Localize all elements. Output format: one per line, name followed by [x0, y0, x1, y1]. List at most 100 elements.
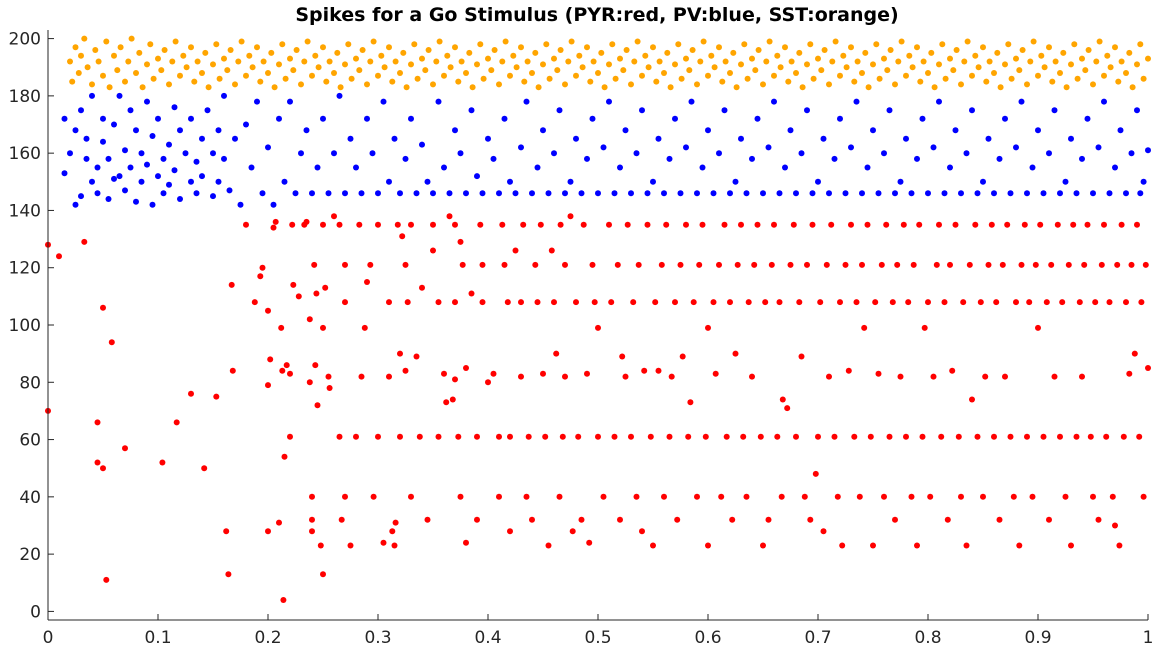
spike-point-pyr — [389, 528, 396, 535]
spike-point-pyr — [606, 221, 612, 228]
spike-point-sst — [293, 47, 300, 53]
spike-point-sst — [777, 64, 784, 71]
spike-point-sst — [532, 49, 539, 56]
spike-point-pyr — [430, 247, 436, 254]
spike-point-pv — [1002, 115, 1008, 122]
spike-point-pyr — [435, 299, 442, 306]
spike-point-pv — [474, 173, 480, 180]
spike-point-pv — [248, 164, 255, 171]
spike-point-sst — [469, 84, 476, 91]
spike-point-pyr — [727, 299, 733, 306]
spike-point-pyr — [507, 528, 513, 535]
spike-point-sst — [125, 58, 132, 65]
spike-point-sst — [1038, 52, 1045, 59]
spike-point-sst — [568, 38, 575, 45]
spike-point-pv — [633, 150, 640, 157]
spike-point-pv — [677, 190, 684, 197]
spike-point-pyr — [463, 365, 469, 371]
spike-point-sst — [411, 41, 418, 48]
spike-point-sst — [378, 52, 385, 59]
spike-point-sst — [928, 49, 935, 56]
spike-point-sst — [818, 67, 825, 74]
spike-point-sst — [1052, 58, 1059, 65]
spike-point-pyr — [820, 528, 827, 535]
spike-point-sst — [235, 58, 242, 65]
spike-point-sst — [510, 52, 517, 59]
spike-point-pyr — [1029, 493, 1036, 500]
spike-point-pyr — [94, 419, 101, 426]
spike-point-sst — [964, 38, 971, 45]
spike-point-pyr — [1134, 221, 1140, 228]
spike-point-pv — [199, 173, 205, 180]
spike-point-pyr — [281, 453, 288, 460]
spike-point-pyr — [663, 221, 670, 228]
spike-point-pv — [446, 190, 453, 197]
spike-point-sst — [199, 70, 205, 76]
spike-point-sst — [653, 78, 660, 85]
x-tick-label: 0.9 — [1024, 628, 1051, 648]
spike-point-sst — [727, 70, 733, 76]
spike-point-sst — [287, 55, 293, 62]
spike-point-pv — [485, 135, 491, 142]
spike-point-pyr — [201, 465, 208, 472]
spike-point-sst — [741, 41, 748, 48]
spike-point-sst — [672, 61, 678, 68]
spike-point-pyr — [699, 221, 706, 228]
spike-point-pv — [331, 150, 337, 157]
spike-point-pv — [578, 190, 585, 197]
spike-point-pv — [61, 170, 68, 177]
spike-point-pyr — [507, 433, 513, 440]
spike-point-sst — [265, 70, 271, 76]
spike-point-pv — [611, 190, 618, 197]
spike-point-pyr — [416, 433, 423, 440]
spike-point-pyr — [573, 299, 579, 306]
spike-point-pv — [881, 150, 887, 157]
spike-point-sst — [876, 75, 883, 82]
spike-point-pyr — [927, 493, 934, 500]
spike-point-pyr — [723, 433, 730, 440]
spike-point-pyr — [787, 261, 794, 268]
spike-point-pyr — [1126, 370, 1133, 377]
spike-point-pyr — [457, 493, 464, 500]
spike-point-pyr — [259, 264, 266, 271]
spike-point-sst — [521, 78, 528, 85]
spike-point-sst — [133, 70, 139, 76]
spike-point-pyr — [1114, 261, 1121, 268]
spike-point-sst — [1085, 47, 1092, 53]
spike-point-pv — [182, 150, 189, 157]
spike-point-pyr — [283, 362, 290, 369]
spike-point-pv — [111, 175, 117, 182]
spike-point-pyr — [394, 221, 401, 228]
spike-point-pyr — [1128, 261, 1135, 268]
spike-point-pv — [666, 155, 673, 162]
spike-point-sst — [1074, 75, 1081, 82]
spike-point-sst — [180, 52, 187, 59]
spike-point-sst — [111, 52, 117, 59]
spike-point-pyr — [1123, 299, 1129, 306]
spike-point-pyr — [391, 542, 398, 549]
spike-point-pv — [243, 121, 249, 128]
spike-point-pyr — [778, 493, 785, 500]
spike-point-pyr — [100, 304, 106, 311]
spike-point-pyr — [477, 221, 484, 228]
spike-point-sst — [796, 49, 803, 56]
spike-point-pv — [347, 135, 354, 142]
spike-point-pyr — [834, 493, 841, 500]
spike-point-pyr — [575, 433, 582, 440]
spike-point-sst — [884, 67, 891, 74]
spike-point-pyr — [309, 493, 315, 500]
spike-point-pv — [111, 121, 117, 128]
spike-point-pv — [138, 178, 145, 185]
spike-point-pyr — [556, 493, 563, 500]
spike-point-pyr — [356, 221, 363, 228]
spike-point-sst — [92, 47, 99, 53]
spike-point-pv — [617, 164, 623, 171]
spike-point-sst — [980, 44, 986, 51]
y-tick-label: 160 — [9, 144, 41, 164]
chart-title: Spikes for a Go Stimulus (PYR:red, PV:bl… — [295, 4, 898, 26]
spike-point-pv — [1084, 115, 1091, 122]
spike-point-sst — [975, 64, 982, 71]
spike-point-sst — [249, 64, 256, 71]
spike-point-sst — [114, 67, 121, 74]
spike-point-sst — [183, 64, 190, 71]
